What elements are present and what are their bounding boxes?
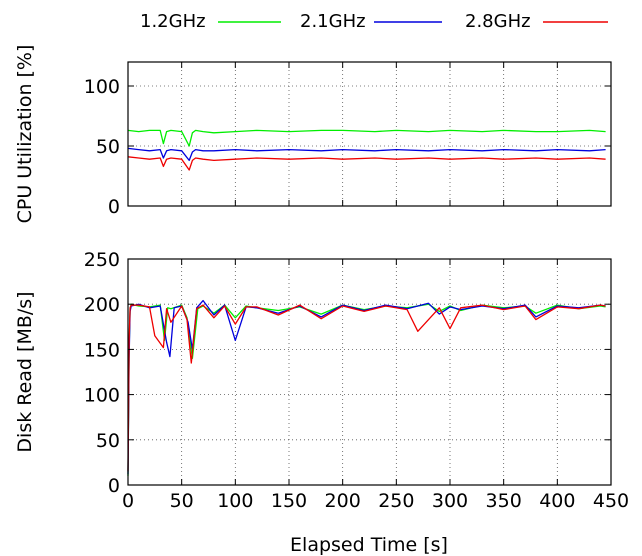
disk-series-1-line (127, 303, 606, 477)
cpu-panel: 0 50 100 CPU Utilization [%] (14, 45, 612, 224)
disk-xtick-label-150: 150 (271, 490, 307, 512)
legend-label-1: 1.2GHz (140, 11, 206, 32)
disk-panel: 0 50 100 150 200 250 0 50 100 150 200 250 300 350 400 4… (14, 249, 629, 556)
cpu-series-1-line (127, 129, 606, 147)
legend-label-3: 2.8GHz (465, 11, 531, 32)
disk-ytick-label-50: 50 (96, 430, 120, 452)
disk-ytick-label-200: 200 (84, 294, 120, 316)
legend-label-2: 2.1GHz (300, 11, 366, 32)
disk-ytick-label-150: 150 (84, 339, 120, 361)
cpu-series-2-line (127, 147, 606, 162)
disk-series-2-line (127, 299, 606, 475)
disk-xtick-label-200: 200 (325, 490, 361, 512)
disk-plot-frame (127, 258, 612, 486)
cpu-ytick-label-100: 100 (84, 76, 120, 98)
disk-xtick-label-400: 400 (539, 490, 575, 512)
disk-xtick-label-250: 250 (378, 490, 414, 512)
disk-ytick-label-0: 0 (108, 475, 120, 497)
disk-xtick-label-50: 50 (170, 490, 194, 512)
disk-ticks: 0 50 100 150 200 250 0 50 100 150 200 250 300 350 400 4… (84, 249, 629, 512)
cpu-ytick-label-0: 0 (108, 196, 120, 218)
cpu-y-axis-label: CPU Utilization [%] (14, 45, 36, 224)
legend: 1.2GHz 2.1GHz 2.8GHz (140, 11, 608, 32)
disk-grid (128, 259, 611, 485)
disk-xtick-label-300: 300 (432, 490, 468, 512)
cpu-ytick-label-50: 50 (96, 136, 120, 158)
disk-ytick-label-250: 250 (84, 249, 120, 271)
disk-xtick-label-0: 0 (122, 490, 134, 512)
disk-xtick-label-450: 450 (593, 490, 629, 512)
disk-ytick-label-100: 100 (84, 385, 120, 407)
cpu-series-3-line (127, 156, 606, 171)
cpu-series-lines (127, 129, 606, 171)
disk-xtick-label-100: 100 (217, 490, 253, 512)
disk-xtick-label-350: 350 (486, 490, 522, 512)
disk-series-lines (127, 299, 606, 477)
disk-series-3-line (127, 304, 606, 472)
cpu-plot-frame (127, 61, 612, 207)
x-axis-label: Elapsed Time [s] (290, 534, 448, 556)
cpu-grid (128, 62, 611, 206)
cpu-ticks: 0 50 100 (84, 62, 612, 218)
disk-y-axis-label: Disk Read [MB/s] (14, 291, 36, 452)
